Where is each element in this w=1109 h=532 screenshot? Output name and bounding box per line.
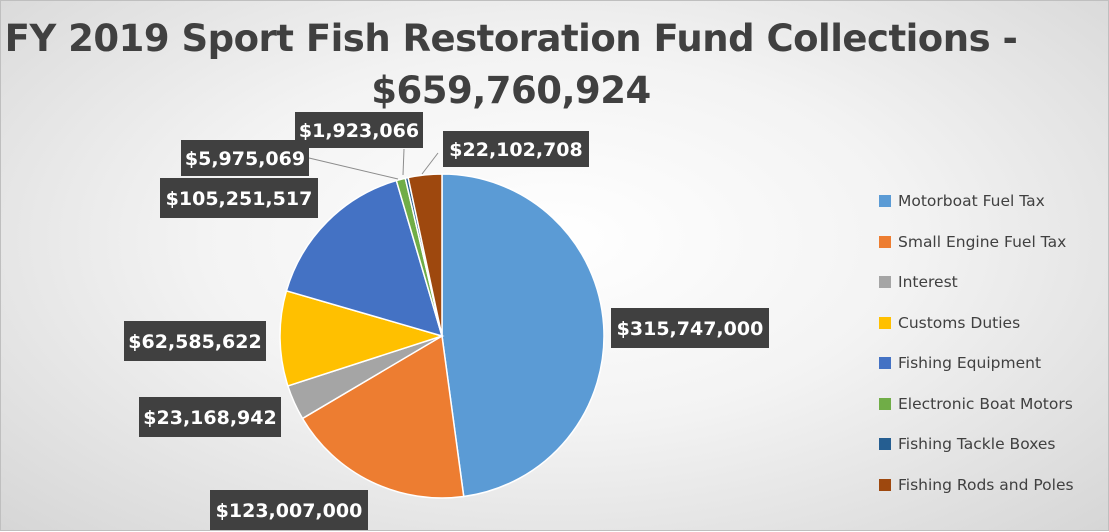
legend-item-customs-duties: Customs Duties xyxy=(879,303,1105,344)
data-label-text: $23,168,942 xyxy=(143,407,276,429)
chart-title: FY 2019 Sport Fish Restoration Fund Coll… xyxy=(1,13,1021,117)
data-label-box xyxy=(443,131,589,167)
legend-label: Interest xyxy=(898,273,958,292)
legend-item-small-engine-fuel-tax: Small Engine Fuel Tax xyxy=(879,222,1105,263)
legend-item-fishing-equipment: Fishing Equipment xyxy=(879,343,1105,384)
legend-item-fishing-tackle-boxes: Fishing Tackle Boxes xyxy=(879,424,1105,465)
data-label-text: $123,007,000 xyxy=(216,500,363,522)
data-label-box xyxy=(139,397,281,437)
legend-swatch xyxy=(879,195,891,208)
data-label: $1,923,066 xyxy=(295,112,423,148)
data-label-text: $62,585,622 xyxy=(128,331,261,353)
legend-swatch xyxy=(879,276,891,289)
chart-legend: Motorboat Fuel Tax Small Engine Fuel Tax… xyxy=(879,181,1105,505)
leader-line xyxy=(421,152,439,175)
legend-label: Small Engine Fuel Tax xyxy=(898,232,1067,251)
data-label: $22,102,708 xyxy=(443,131,589,167)
data-label-box xyxy=(611,308,769,348)
legend-label: Motorboat Fuel Tax xyxy=(898,192,1045,211)
data-label-box xyxy=(160,178,318,218)
leader-line xyxy=(402,148,405,176)
legend-label: Customs Duties xyxy=(898,313,1021,332)
data-label: $315,747,000 xyxy=(611,308,769,348)
pie-slice-fishing-equipment xyxy=(285,179,444,338)
chart-title-line-1: FY 2019 Sport Fish Restoration Fund Coll… xyxy=(4,17,1018,60)
legend-swatch xyxy=(879,235,891,248)
chart-title-line-2: $659,760,924 xyxy=(371,69,651,112)
data-label-text: $1,923,066 xyxy=(299,120,419,142)
legend-label: Fishing Rods and Poles xyxy=(898,475,1074,494)
legend-swatch xyxy=(879,397,891,410)
legend-item-fishing-rods-and-poles: Fishing Rods and Poles xyxy=(879,465,1105,506)
pie-slice-motorboat-fuel-tax xyxy=(441,173,605,498)
data-label-text: $105,251,517 xyxy=(166,188,313,210)
data-label: $5,975,069 xyxy=(181,140,309,176)
pie-slice-small-engine-fuel-tax xyxy=(301,334,465,499)
leader-line xyxy=(308,157,399,180)
data-label: $23,168,942 xyxy=(139,397,281,437)
data-label-box xyxy=(181,140,309,176)
legend-label: Fishing Tackle Boxes xyxy=(898,435,1056,454)
data-label-box xyxy=(210,490,368,530)
legend-label: Electronic Boat Motors xyxy=(898,394,1073,413)
pie-slice-customs-duties xyxy=(279,289,445,387)
data-label-text: $5,975,069 xyxy=(185,148,305,170)
legend-item-motorboat-fuel-tax: Motorboat Fuel Tax xyxy=(879,181,1105,222)
legend-swatch xyxy=(879,438,891,451)
data-label-text: $315,747,000 xyxy=(617,318,764,340)
legend-swatch xyxy=(879,357,891,370)
data-label: $105,251,517 xyxy=(160,178,318,218)
pie-slice-fishing-rods-and-poles xyxy=(407,173,443,337)
legend-item-interest: Interest xyxy=(879,262,1105,303)
legend-swatch xyxy=(879,316,891,329)
data-label-box xyxy=(295,112,423,148)
data-label: $123,007,000 xyxy=(210,490,368,530)
data-label: $62,585,622 xyxy=(124,321,266,361)
legend-item-electronic-boat-motors: Electronic Boat Motors xyxy=(879,384,1105,425)
legend-label: Fishing Equipment xyxy=(898,354,1042,373)
data-label-text: $22,102,708 xyxy=(449,139,582,161)
data-label-box xyxy=(124,321,266,361)
legend-swatch xyxy=(879,478,891,491)
